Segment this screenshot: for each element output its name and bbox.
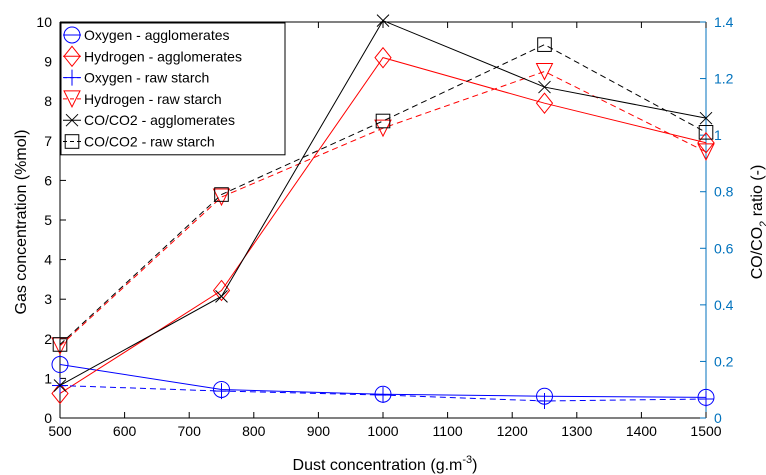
- x-tick-label: 500: [48, 423, 72, 439]
- legend-label: CO/CO2 - agglomerates: [84, 112, 235, 128]
- legend-marker: [64, 134, 80, 149]
- x-axis: 500 600 700 800 900 1000 1100 1200 1300 1400 1500: [48, 22, 722, 439]
- x-tick-label: 1300: [561, 423, 592, 439]
- legend-entry: CO/CO2 - agglomerates: [63, 112, 235, 128]
- x-tick-label: 1500: [690, 423, 721, 439]
- marker-stroke: [53, 379, 67, 392]
- legend-entry: Oxygen - raw starch: [63, 69, 209, 86]
- right-y-axis-label: CO/CO2 ratio (-): [749, 165, 766, 280]
- legend-entry: Hydrogen - raw starch: [63, 90, 222, 109]
- left-y-tick-label: 7: [44, 133, 52, 149]
- data-point: [212, 188, 231, 207]
- legend-marker: [64, 69, 80, 86]
- data-point: [376, 14, 390, 27]
- legend-label: CO/CO2 - raw starch: [84, 134, 215, 150]
- legend-entry: CO/CO2 - raw starch: [63, 134, 215, 150]
- data-point: [537, 37, 552, 52]
- marker-stroke: [699, 111, 713, 125]
- data-point: [374, 46, 392, 69]
- left-y-axis: 0 1 2 3 4 5 6 7 8 9 10: [36, 14, 66, 426]
- right-y-tick-label: 0: [714, 410, 722, 426]
- x-tick-label: 1000: [367, 423, 398, 439]
- marker-stroke: [538, 80, 551, 94]
- data-point: [536, 392, 553, 409]
- left-y-tick-label: 3: [44, 291, 52, 307]
- data-point: [697, 143, 715, 162]
- data-point: [215, 290, 228, 303]
- left-y-tick-label: 5: [44, 212, 52, 228]
- right-y-tick-label: 1.2: [714, 71, 734, 87]
- legend-entry: Oxygen - agglomerates: [63, 26, 230, 44]
- marker-stroke: [65, 113, 79, 127]
- legend-label: Oxygen - agglomerates: [84, 27, 230, 43]
- data-point: [214, 187, 229, 202]
- legend-entry: Hydrogen - agglomerates: [63, 45, 242, 68]
- series-oxygen-raw-starch: [52, 377, 714, 409]
- marker-stroke: [376, 14, 390, 27]
- x-tick-label: 800: [242, 423, 266, 439]
- right-y-tick-label: 1: [714, 127, 722, 143]
- x-tick-label: 1100: [433, 423, 463, 439]
- left-y-tick-label: 0: [44, 410, 52, 426]
- data-point: [213, 383, 230, 400]
- x-tick-label: 700: [178, 423, 202, 439]
- left-y-tick-label: 10: [36, 14, 52, 30]
- series-line: [59, 57, 707, 394]
- x-axis-label: Dust concentration (g.m-3): [293, 454, 478, 474]
- legend-marker: [63, 26, 81, 44]
- legend-box: [60, 22, 286, 156]
- data-point: [538, 80, 551, 94]
- right-y-tick-label: 0.8: [714, 184, 734, 200]
- right-y-tick-label: 0.2: [714, 353, 734, 369]
- data-point: [53, 379, 67, 392]
- left-y-tick-label: 9: [44, 54, 52, 70]
- x-tick-label: 900: [307, 423, 331, 439]
- x-tick-label: 1400: [626, 423, 657, 439]
- data-point: [52, 337, 68, 352]
- series-co-co2-agglomerates: [53, 14, 713, 392]
- left-y-tick-label: 2: [44, 331, 52, 347]
- series-co-co2-raw-starch: [52, 37, 714, 352]
- data-point: [698, 125, 714, 140]
- data-point: [535, 63, 554, 81]
- left-y-tick-label: 8: [44, 93, 52, 109]
- legend-label: Hydrogen - raw starch: [84, 91, 222, 107]
- data-point: [375, 113, 391, 129]
- data-point: [535, 92, 554, 114]
- data-point: [699, 111, 713, 125]
- series-layer: [51, 14, 715, 409]
- x-tick-label: 600: [113, 423, 137, 439]
- data-point: [375, 387, 391, 404]
- legend-marker: [65, 113, 79, 127]
- legend-marker: [63, 45, 81, 68]
- right-y-axis: 0 0.2 0.4 0.6 0.8 1 1.2 1.4: [700, 14, 734, 426]
- left-y-tick-label: 6: [44, 172, 52, 188]
- left-y-tick-label: 1: [44, 370, 52, 386]
- legend-label: Oxygen - raw starch: [84, 70, 209, 86]
- right-y-tick-label: 1.4: [714, 14, 734, 30]
- x-tick-label: 1200: [497, 423, 528, 439]
- data-point: [51, 356, 69, 374]
- legend-marker: [63, 90, 81, 109]
- marker-stroke: [215, 290, 228, 303]
- left-y-axis-label: Gas concentration (%mol): [13, 130, 30, 315]
- left-y-tick-label: 4: [44, 252, 52, 268]
- legend-label: Hydrogen - agglomerates: [84, 48, 242, 64]
- right-y-tick-label: 0.6: [714, 240, 734, 256]
- right-y-tick-label: 0.4: [714, 297, 734, 313]
- data-point: [698, 390, 714, 407]
- legend: Oxygen - agglomerates Hydrogen - agglomer…: [60, 22, 286, 156]
